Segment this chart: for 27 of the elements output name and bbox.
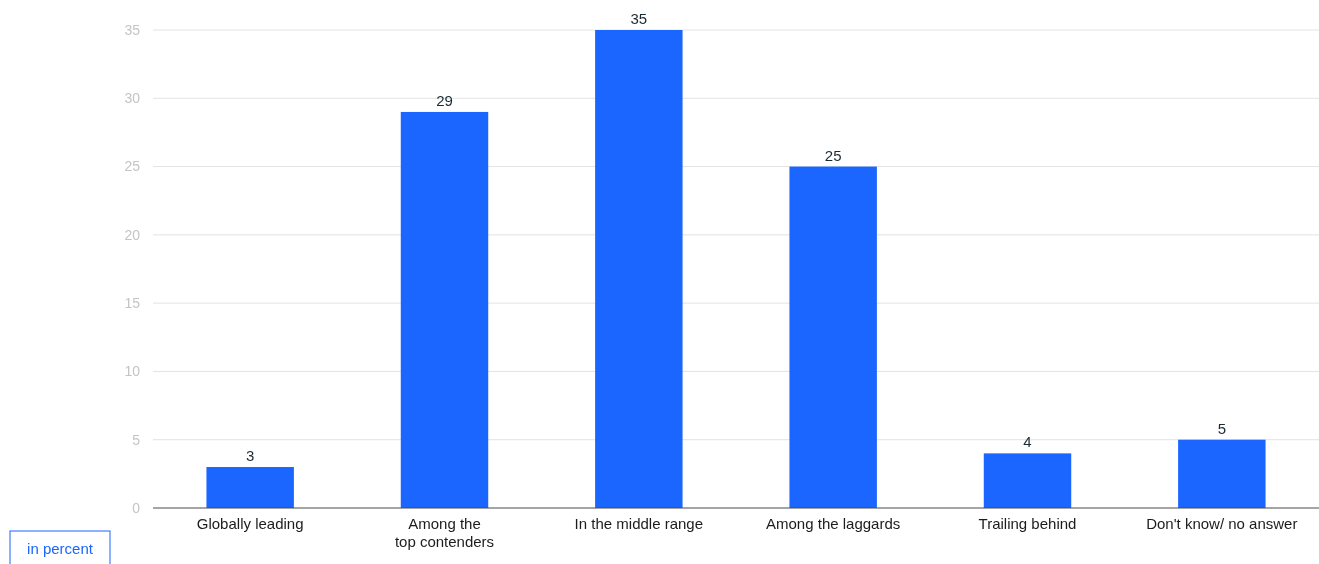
y-tick-label: 35 [124,21,141,38]
y-tick-label: 5 [132,431,141,448]
y-tick-label: 30 [124,90,141,107]
bar [400,111,489,508]
x-tick-label: Among the top contenders [394,515,495,550]
x-tick-label: Among the laggards [766,515,901,532]
x-tick-label: Globally leading [196,515,304,532]
x-tick-label: Don't know/ no answer [1146,515,1298,532]
bar [595,30,683,508]
y-tick-label: 20 [124,226,141,243]
y-tick-label: 25 [124,158,141,175]
y-axis-title: in percent [27,540,94,557]
bar [206,467,294,508]
data-label: 4 [1023,433,1032,451]
data-label: 3 [245,447,255,465]
bar [1178,439,1266,508]
data-label: 35 [630,10,648,27]
y-tick-label: 15 [124,295,141,312]
x-tick-label: In the middle range [574,515,704,532]
data-label: 5 [1217,419,1227,437]
data-label: 25 [824,146,842,164]
y-tick-label: 10 [124,363,141,380]
data-label: 29 [436,91,453,109]
bar [983,453,1072,508]
x-tick-label: Trailing behind [978,515,1077,532]
y-tick-label: 0 [132,499,141,516]
bar [789,166,877,508]
